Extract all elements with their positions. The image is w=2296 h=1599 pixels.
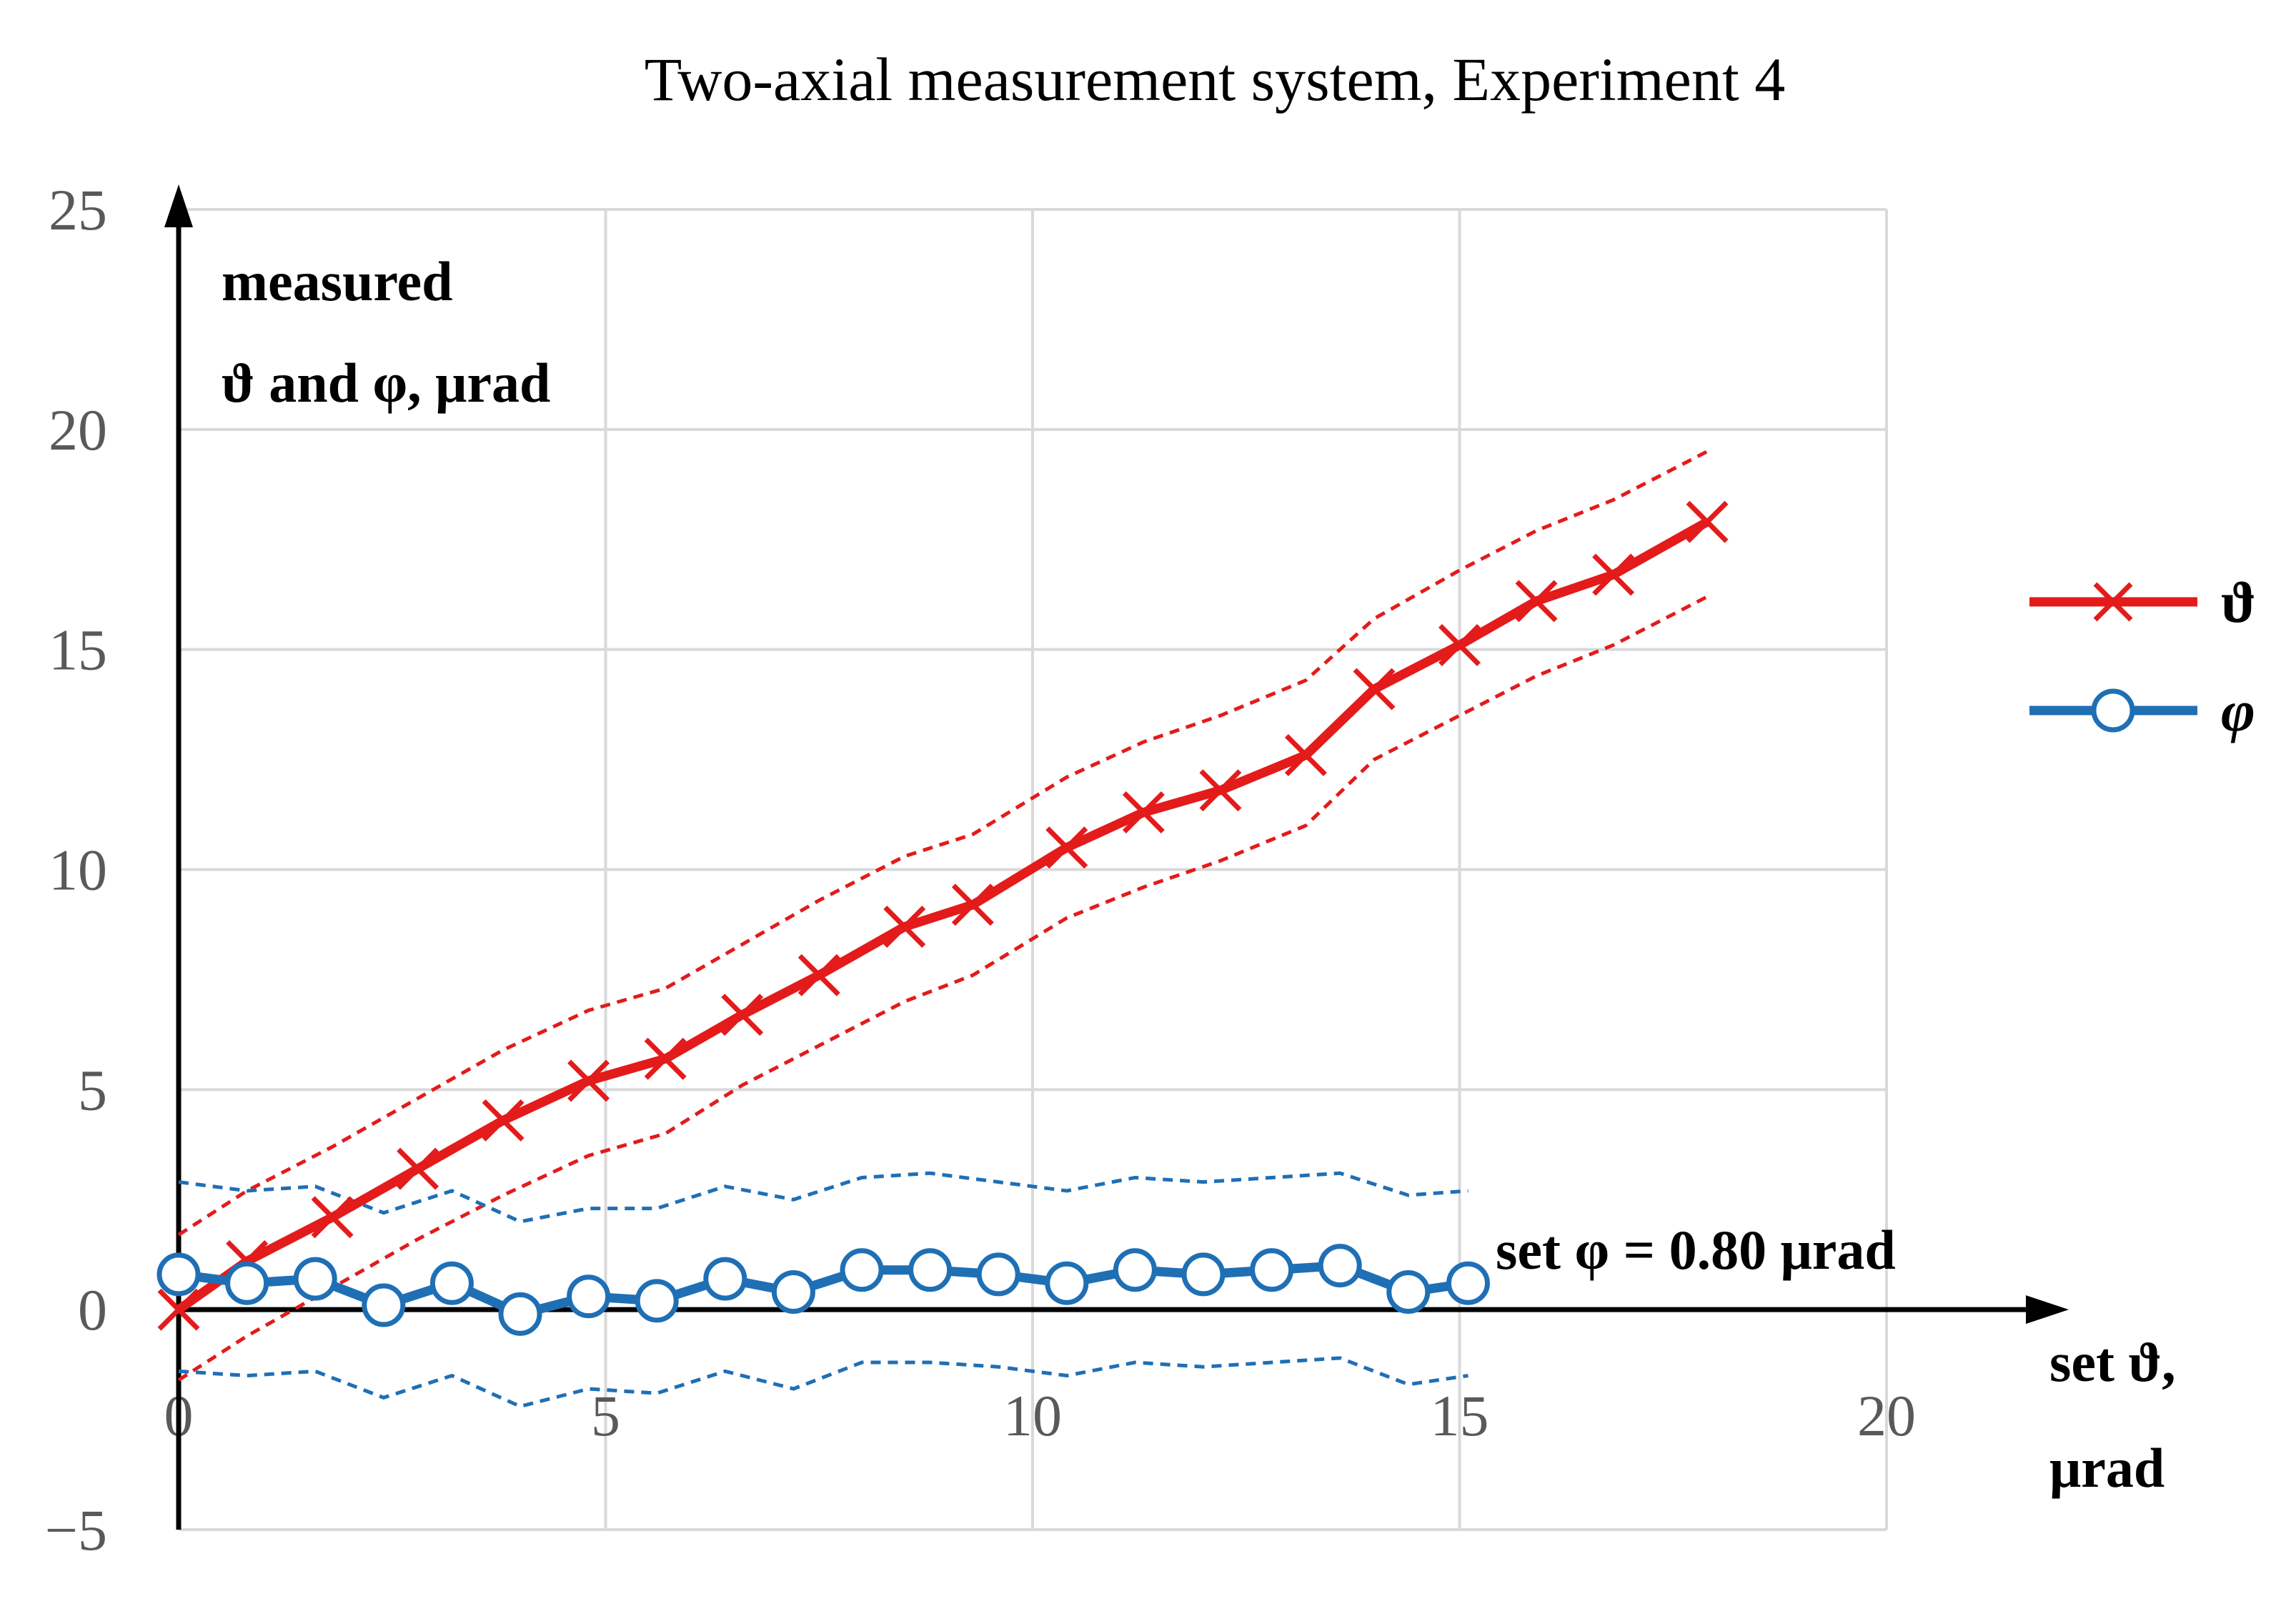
x-tick-label-4: 20 [1857, 1383, 1916, 1448]
legend-item-phi: φ [2029, 678, 2255, 743]
y-tick-label-4: 15 [49, 618, 107, 683]
phi-point-8 [703, 1257, 747, 1301]
theta-point-16 [1438, 624, 1481, 666]
x-tick-label-3: 15 [1431, 1383, 1489, 1448]
phi-upper-bound [178, 1171, 1468, 1224]
phi-point-6 [567, 1274, 611, 1319]
y-tick-label-0: −5 [45, 1497, 107, 1563]
phi-point-10 [840, 1248, 884, 1292]
theta-lower-bound [177, 595, 1709, 1382]
set-phi-annotation: set φ = 0.80 μrad [1496, 1219, 1896, 1281]
theta-point-17 [1515, 580, 1558, 623]
legend-phi-label: φ [2221, 678, 2255, 743]
x-axis-label-line1: set ϑ, [2049, 1331, 2176, 1393]
chart-title: Two-axial measurement system, Experiment… [645, 45, 1785, 114]
legend: ϑ φ [2029, 570, 2256, 743]
series [156, 500, 1729, 1336]
phi-point-7 [635, 1279, 679, 1323]
phi-point-3 [362, 1283, 406, 1327]
theta-upper-bound [177, 450, 1709, 1237]
y-tick-label-1: 0 [78, 1277, 107, 1342]
y-axis-label-line2: ϑ and φ, μrad [222, 352, 550, 414]
phi-point-11 [908, 1248, 953, 1292]
theta-point-14 [1284, 733, 1327, 776]
theta-point-13 [1199, 769, 1242, 812]
theta-point-6 [644, 1037, 687, 1080]
theta-point-8 [797, 954, 840, 996]
theta-point-7 [721, 994, 764, 1036]
phi-point-1 [225, 1261, 269, 1305]
theta-series-line [176, 518, 1710, 1314]
theta-point-3 [397, 1147, 439, 1190]
theta-point-11 [1045, 826, 1088, 869]
theta-point-19 [1686, 500, 1729, 543]
theta-point-12 [1122, 791, 1165, 833]
phi-point-4 [429, 1261, 474, 1305]
phi-point-16 [1250, 1248, 1294, 1292]
phi-point-0 [156, 1252, 201, 1297]
y-axis-arrow [164, 184, 193, 227]
x-axis-arrow [2026, 1295, 2069, 1325]
theta-point-5 [567, 1059, 610, 1102]
x-tick-label-1: 5 [591, 1383, 620, 1448]
phi-point-14 [1113, 1248, 1157, 1292]
phi-point-2 [293, 1257, 337, 1301]
theta-point-15 [1353, 668, 1396, 711]
y-tick-label-3: 10 [49, 838, 107, 903]
x-tick-label-2: 10 [1003, 1383, 1062, 1448]
phi-point-18 [1386, 1270, 1431, 1315]
phi-point-19 [1446, 1261, 1490, 1305]
theta-point-9 [883, 906, 926, 949]
phi-point-12 [976, 1252, 1020, 1297]
theta-point-2 [311, 1196, 354, 1239]
y-axis-label-line1: measured [222, 250, 453, 312]
y-tick-label-2: 5 [78, 1057, 107, 1122]
legend-theta-label: ϑ [2221, 570, 2256, 635]
y-tick-label-5: 20 [49, 397, 107, 462]
legend-theta-marker [2093, 582, 2133, 622]
x-axis-label-line2: μrad [2049, 1437, 2165, 1499]
phi-lower-bound [178, 1356, 1468, 1409]
phi-point-13 [1045, 1261, 1089, 1305]
legend-phi-marker [2091, 688, 2135, 733]
y-tick-label-6: 25 [49, 177, 107, 242]
theta-point-18 [1592, 553, 1635, 596]
theta-point-4 [482, 1099, 525, 1142]
phi-point-5 [498, 1292, 542, 1336]
phi-point-17 [1318, 1244, 1362, 1288]
phi-point-9 [771, 1270, 815, 1315]
phi-point-15 [1181, 1252, 1226, 1297]
theta-point-0 [157, 1288, 200, 1331]
legend-item-theta: ϑ [2029, 570, 2256, 635]
theta-point-10 [951, 883, 994, 926]
confidence-bands [177, 450, 1709, 1409]
tick-labels: −5051015202505101520 [45, 177, 1916, 1563]
